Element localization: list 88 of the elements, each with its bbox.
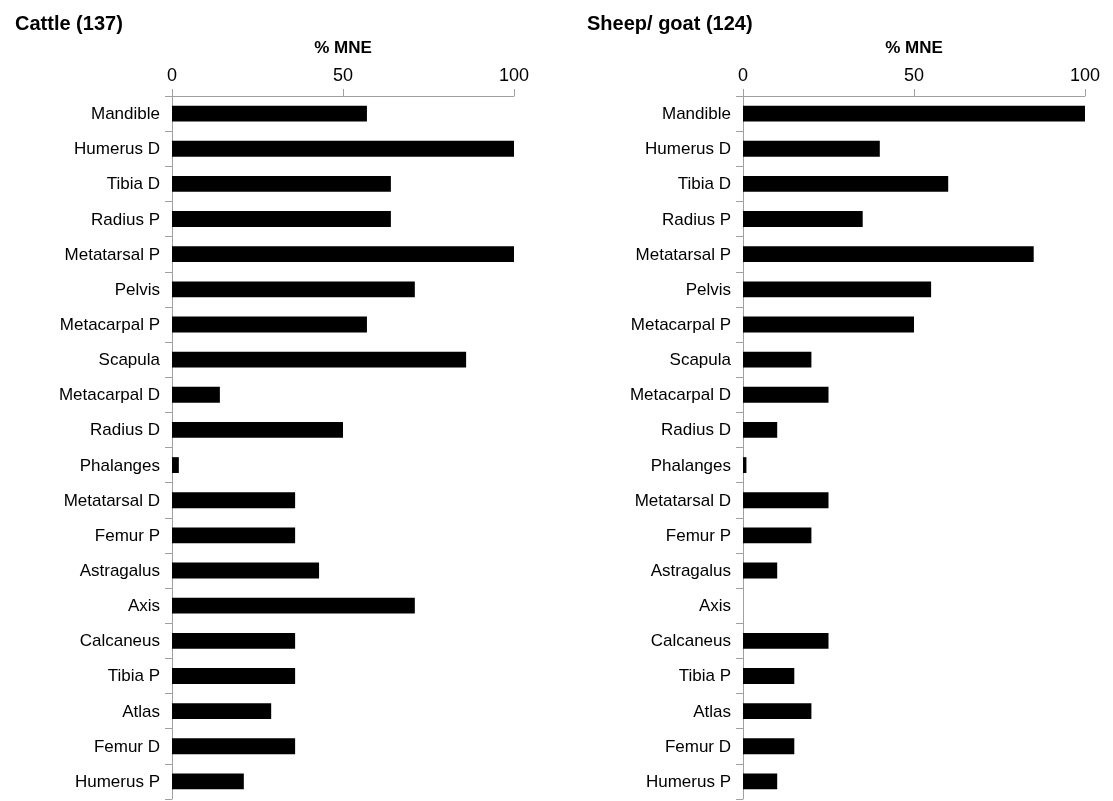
- bar: [743, 140, 880, 157]
- bar: [172, 562, 320, 579]
- y-tick-label: Tibia D: [106, 174, 160, 194]
- bar: [743, 246, 1034, 263]
- y-tick-label: Pelvis: [685, 279, 731, 299]
- bar: [172, 105, 367, 122]
- y-tick-label: Mandible: [662, 104, 731, 124]
- bar: [172, 316, 367, 333]
- y-tick-label: Metacarpal P: [59, 314, 160, 334]
- x-tick-label: 100: [1069, 65, 1101, 85]
- bar: [743, 175, 949, 192]
- y-tick-label: Radius P: [662, 209, 731, 229]
- y-tick-label: Metatarsal D: [63, 490, 160, 510]
- bar: [172, 140, 514, 157]
- bar: [172, 386, 220, 403]
- y-tick-label: Scapula: [669, 350, 732, 370]
- y-tick-label: Femur P: [665, 525, 731, 545]
- bar: [172, 246, 514, 263]
- y-tick-label: Atlas: [693, 701, 731, 721]
- bar: [743, 351, 812, 368]
- bar: [743, 703, 812, 720]
- bar: [743, 738, 795, 755]
- y-tick-label: Tibia P: [107, 666, 160, 686]
- bar: [172, 597, 415, 614]
- chart-title: Sheep/ goat (124): [587, 12, 753, 34]
- bar: [172, 351, 467, 368]
- x-axis-title: % MNE: [885, 38, 943, 57]
- y-tick-label: Astragalus: [650, 561, 731, 581]
- y-tick-label: Atlas: [122, 701, 160, 721]
- y-tick-label: Metacarpal D: [629, 385, 731, 405]
- chart-title: Cattle (137): [15, 12, 123, 34]
- y-tick-label: Metatarsal D: [634, 490, 731, 510]
- y-tick-label: Tibia D: [677, 174, 731, 194]
- y-tick-label: Axis: [127, 596, 160, 616]
- bar: [743, 632, 829, 649]
- y-tick-label: Radius P: [91, 209, 160, 229]
- bar: [172, 422, 343, 438]
- bar: [172, 632, 296, 649]
- bar: [743, 773, 778, 790]
- bar: [172, 738, 296, 755]
- y-tick-label: Humerus P: [645, 771, 731, 791]
- y-tick-label: Calcaneus: [650, 631, 731, 651]
- y-tick-label: Phalanges: [650, 455, 731, 475]
- bar: [172, 457, 179, 473]
- y-tick-label: Radius D: [90, 420, 160, 440]
- y-tick-label: Astragalus: [79, 561, 160, 581]
- x-tick-label: 50: [332, 65, 354, 85]
- x-tick-label: 100: [498, 65, 530, 85]
- x-tick-label: 0: [166, 65, 178, 85]
- y-tick-label: Radius D: [661, 420, 731, 440]
- bar: [172, 492, 296, 509]
- y-tick-label: Calcaneus: [79, 631, 160, 651]
- x-tick-label: 50: [903, 65, 925, 85]
- bar: [172, 773, 244, 790]
- y-tick-label: Axis: [698, 596, 731, 616]
- y-tick-label: Humerus P: [74, 771, 160, 791]
- y-tick-label: Scapula: [98, 350, 161, 370]
- y-tick-label: Mandible: [91, 104, 160, 124]
- bar: [172, 211, 391, 227]
- y-tick-label: Femur P: [94, 525, 160, 545]
- bar: [172, 703, 272, 720]
- y-tick-label: Tibia P: [678, 666, 731, 686]
- x-tick-label: 0: [737, 65, 749, 85]
- bar: [743, 316, 914, 333]
- bar: [743, 668, 795, 684]
- y-tick-label: Metatarsal P: [635, 244, 731, 264]
- y-tick-label: Pelvis: [114, 279, 160, 299]
- bar: [172, 175, 391, 192]
- y-tick-label: Metatarsal P: [64, 244, 160, 264]
- y-tick-label: Femur D: [93, 736, 160, 756]
- x-axis-title: % MNE: [314, 38, 372, 57]
- y-tick-label: Metacarpal D: [58, 385, 160, 405]
- bar: [743, 386, 829, 403]
- bar: [743, 281, 932, 298]
- bar: [743, 211, 863, 227]
- bar: [743, 527, 812, 544]
- bar: [743, 492, 829, 509]
- bar: [743, 105, 1085, 122]
- y-tick-label: Phalanges: [79, 455, 160, 475]
- bar: [172, 281, 415, 298]
- y-tick-label: Metacarpal P: [630, 314, 731, 334]
- bar: [172, 527, 296, 544]
- y-tick-label: Femur D: [664, 736, 731, 756]
- bar: [172, 668, 296, 684]
- y-tick-label: Humerus D: [74, 139, 160, 159]
- y-tick-label: Humerus D: [645, 139, 731, 159]
- bar: [743, 562, 778, 579]
- bar: [743, 422, 778, 438]
